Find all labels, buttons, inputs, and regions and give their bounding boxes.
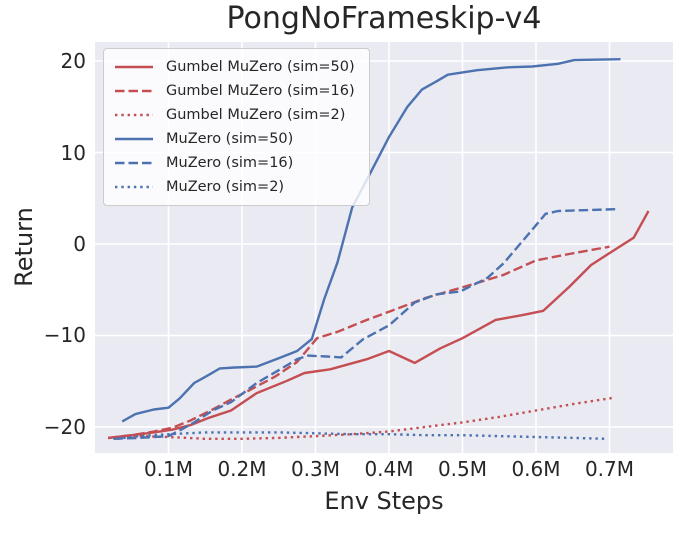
legend-label: MuZero (sim=50)	[166, 131, 294, 147]
chart-title: PongNoFrameskip-v4	[226, 1, 542, 36]
legend-line-sample-solid	[115, 137, 153, 141]
y-tick-label: 0	[73, 231, 86, 256]
legend-item-muzero-sim-16: MuZero (sim=16)	[114, 151, 355, 175]
legend-item-muzero-sim-2: MuZero (sim=2)	[114, 175, 355, 199]
legend-label: MuZero (sim=2)	[166, 179, 285, 195]
legend-label: Gumbel MuZero (sim=50)	[166, 59, 355, 75]
legend-item-gumbel-muzero-sim-16: Gumbel MuZero (sim=16)	[114, 79, 355, 103]
legend-label: MuZero (sim=16)	[166, 155, 294, 171]
legend-item-muzero-sim-50: MuZero (sim=50)	[114, 127, 355, 151]
legend-line-sample-dotted	[115, 185, 153, 189]
series-line-muzero-sim-50	[121, 58, 621, 423]
x-tick-label: 0.5M	[437, 457, 488, 481]
legend-label: Gumbel MuZero (sim=2)	[166, 107, 346, 123]
legend: Gumbel MuZero (sim=50) Gumbel MuZero (sim…	[103, 48, 370, 206]
y-tick-label: 10	[60, 140, 86, 165]
legend-line-sample-dashed	[115, 89, 153, 93]
legend-label: Gumbel MuZero (sim=16)	[166, 83, 355, 99]
legend-item-gumbel-muzero-sim-50: Gumbel MuZero (sim=50)	[114, 55, 355, 79]
x-tick-label: 0.1M	[143, 457, 194, 481]
series-line-gumbel-muzero-sim-2	[108, 396, 615, 440]
series-line-gumbel-muzero-sim-16	[108, 245, 610, 440]
y-tick-label: 20	[60, 49, 86, 74]
legend-item-gumbel-muzero-sim-2: Gumbel MuZero (sim=2)	[114, 103, 355, 127]
series-line-muzero-sim-2	[116, 431, 606, 440]
x-tick-label: 0.7M	[584, 457, 635, 481]
legend-line-sample-solid	[115, 65, 153, 69]
legend-line-sample-dashed	[115, 161, 153, 165]
legend-line-sample-dotted	[115, 113, 153, 117]
y-tick-label: −20	[43, 414, 86, 439]
y-tick-label: −10	[43, 323, 86, 348]
series-line-muzero-sim-16	[113, 208, 616, 440]
x-axis-label: Env Steps	[324, 487, 444, 515]
x-tick-label: 0.4M	[364, 457, 414, 481]
x-tick-label: 0.6M	[511, 457, 561, 481]
x-tick-label: 0.3M	[290, 457, 341, 481]
x-tick-label: 0.2M	[217, 457, 267, 481]
